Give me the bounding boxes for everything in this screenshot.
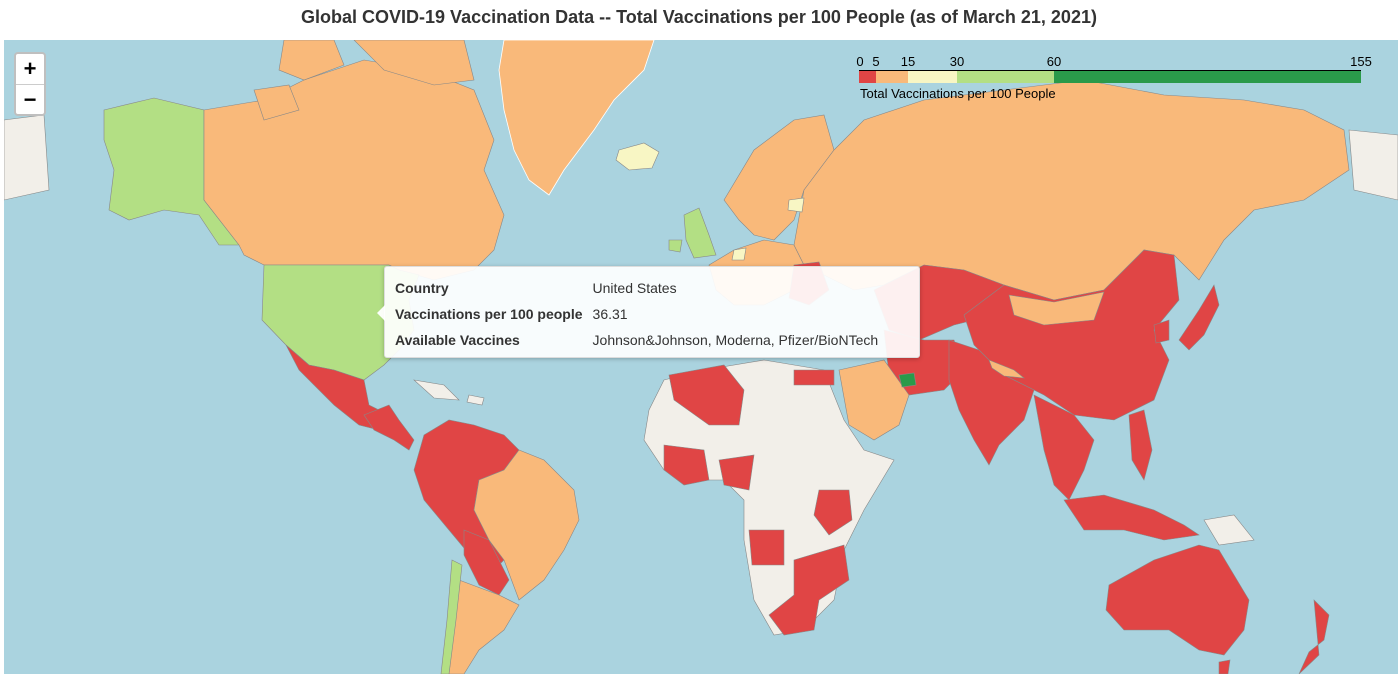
tooltip-value: 36.31 [592,306,628,322]
region-saudi-arabia[interactable] [838,359,910,441]
region-australia[interactable] [1105,544,1250,674]
region-philippines[interactable] [1128,409,1153,481]
zoom-out-button[interactable]: − [23,87,37,112]
region-nepal[interactable] [988,359,1025,379]
legend-swatch-0-5 [859,71,876,83]
region-kenya[interactable] [813,489,853,536]
tooltip-table: Country United States Vaccinations per 1… [395,275,878,353]
region-southeast-asia[interactable] [1033,394,1095,501]
tooltip-key: Vaccinations per 100 people [395,306,583,322]
region-caribbean[interactable] [413,379,485,406]
region-greenland[interactable] [498,40,655,196]
zoom-in-button[interactable]: + [16,54,44,85]
page-title: Global COVID-19 Vaccination Data -- Tota… [301,7,1097,27]
legend-tick-label: 5 [872,54,880,69]
legend-caption: Total Vaccinations per 100 People [860,86,1056,101]
legend-swatch-30-60 [957,71,1054,83]
legend-tick-label: 155 [1350,54,1372,69]
region-new-zealand[interactable] [1298,599,1330,674]
region-chile[interactable] [440,559,463,674]
legend-tick-label: 15 [900,54,916,69]
region-mongolia[interactable] [1008,291,1105,326]
legend-tick-label: 60 [1046,54,1062,69]
tooltip-row: Vaccinations per 100 people 36.31 [395,301,878,327]
world-map[interactable] [4,40,1398,674]
tooltip-key: Available Vaccines [395,332,520,348]
tooltip-value: United States [592,280,677,296]
legend-swatch-5-15 [876,71,908,83]
color-legend: 0 5 15 30 60 155 Total Vaccinations per … [855,52,1371,104]
region-egypt[interactable] [793,369,835,386]
region-algeria[interactable] [668,364,745,426]
map-canvas[interactable] [4,40,1398,674]
region-arctic-islands[interactable] [253,40,475,121]
legend-swatch-60-155 [1054,71,1361,83]
region-indonesia[interactable] [1063,494,1200,541]
legend-tick-label: 0 [856,54,864,69]
region-japan[interactable] [1153,284,1220,351]
tooltip-key: Country [395,280,449,296]
country-tooltip: Country United States Vaccinations per 1… [377,266,920,358]
region-west-africa[interactable] [663,444,755,491]
region-central-america[interactable] [363,404,415,451]
region-far-east-russia[interactable] [4,114,1398,201]
region-iceland[interactable] [615,142,660,171]
region-angola[interactable] [748,529,785,566]
region-southern-africa[interactable] [768,544,850,636]
tooltip-row: Available Vaccines Johnson&Johnson, Mode… [395,327,878,353]
legend-tick-label: 30 [949,54,965,69]
zoom-control: + − [14,52,46,116]
tooltip-row: Country United States [395,275,878,301]
legend-swatch-15-30 [908,71,957,83]
region-uk[interactable] [668,207,717,259]
legend-gradient [859,70,1361,83]
region-uae[interactable] [898,372,917,388]
legend-color-bar [859,70,1361,83]
region-canada[interactable] [203,59,505,281]
region-baltics[interactable] [731,197,805,261]
tooltip-value: Johnson&Johnson, Moderna, Pfizer/BioNTec… [592,332,879,348]
region-png[interactable] [1203,514,1255,546]
region-argentina[interactable] [448,579,520,674]
